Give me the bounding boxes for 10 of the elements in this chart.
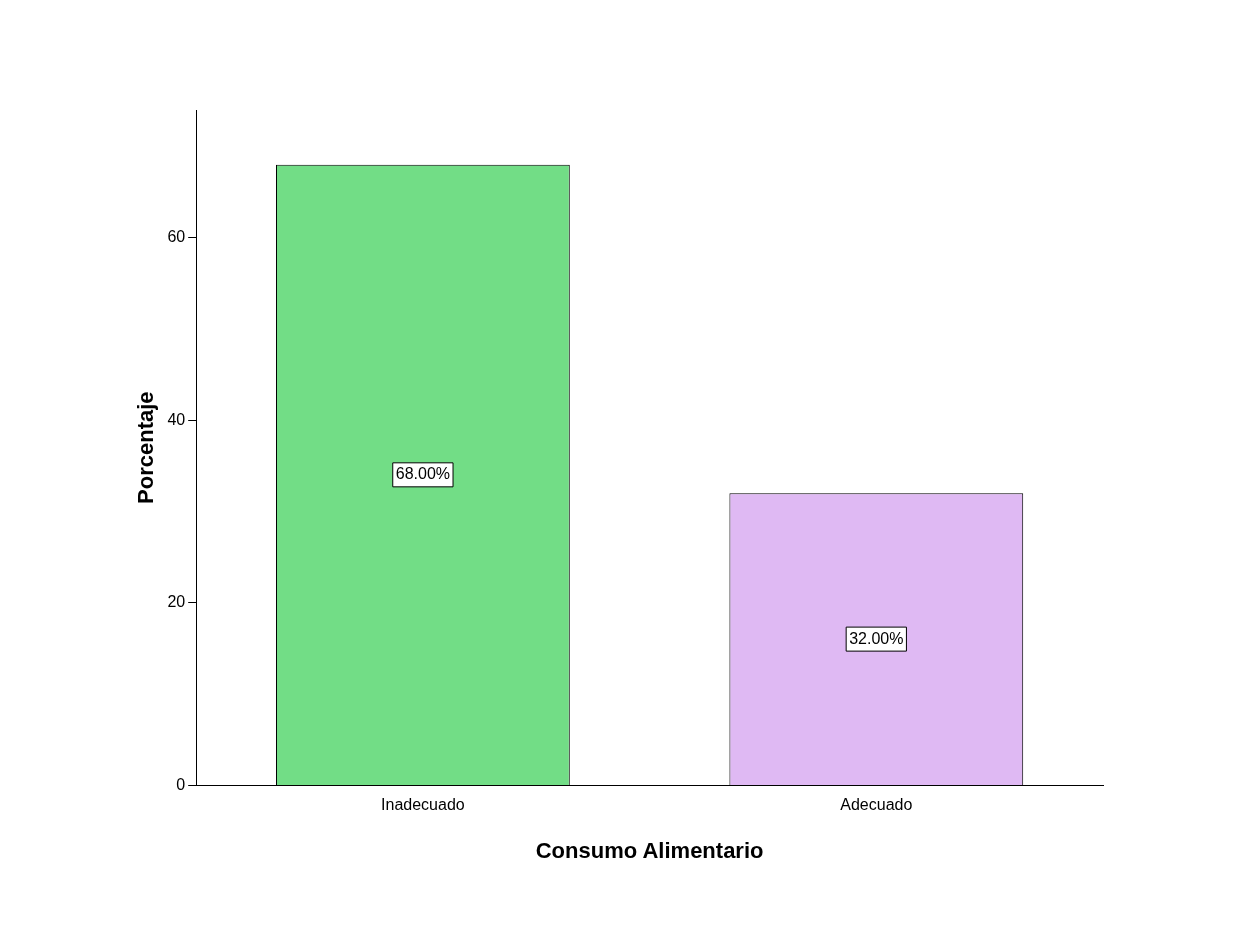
y-tick-label: 20 bbox=[167, 593, 186, 611]
data-label: 32.00% bbox=[849, 629, 904, 647]
x-tick-label: Inadecuado bbox=[381, 796, 465, 814]
y-tick-label: 0 bbox=[176, 775, 186, 793]
y-tick-label: 60 bbox=[167, 228, 186, 246]
y-axis-title: Porcentaje bbox=[133, 391, 159, 504]
x-tick-label: Adecuado bbox=[840, 796, 913, 814]
y-tick-label: 40 bbox=[167, 410, 186, 428]
x-axis-title: Consumo Alimentario bbox=[535, 837, 764, 863]
data-label: 68.00% bbox=[395, 465, 451, 483]
